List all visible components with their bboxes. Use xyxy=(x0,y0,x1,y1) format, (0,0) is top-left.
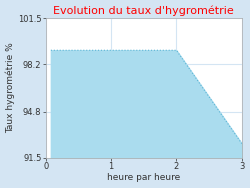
Title: Evolution du taux d'hygrométrie: Evolution du taux d'hygrométrie xyxy=(53,6,234,16)
Y-axis label: Taux hygrométrie %: Taux hygrométrie % xyxy=(6,42,15,133)
X-axis label: heure par heure: heure par heure xyxy=(107,174,180,182)
